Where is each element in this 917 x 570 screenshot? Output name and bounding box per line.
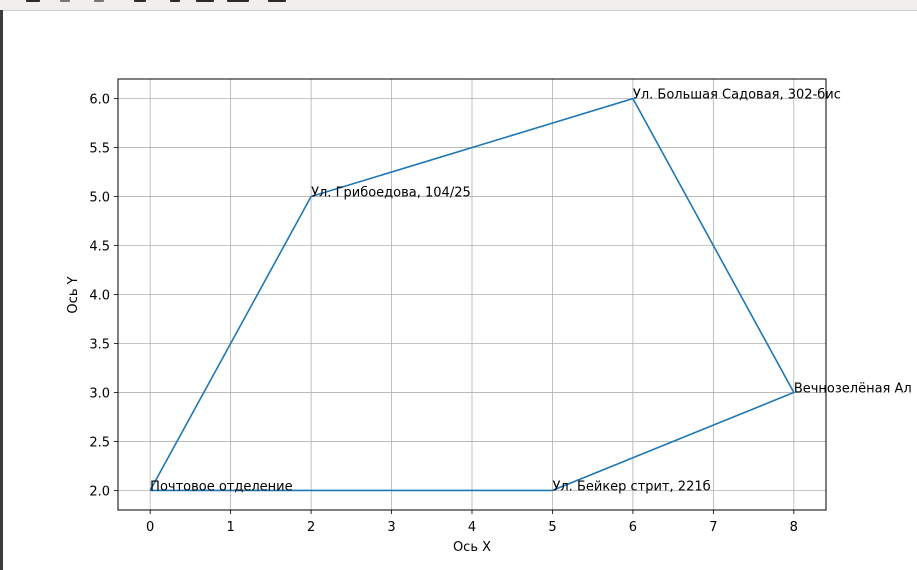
window-edge [0, 10, 3, 570]
x-tick-label: 3 [387, 520, 395, 535]
x-tick-label: 4 [468, 520, 476, 535]
home-icon[interactable] [26, 0, 40, 2]
x-tick-label: 1 [226, 520, 234, 535]
x-tick-label: 7 [709, 520, 717, 535]
grid [118, 79, 826, 510]
y-tick-label: 3.0 [89, 386, 110, 401]
x-tick-label: 2 [307, 520, 315, 535]
x-tick-label: 6 [629, 520, 637, 535]
point-label: Почтовое отделение [150, 479, 292, 494]
point-label: Вечнозелёная Ал [794, 381, 912, 396]
ticks: 0 1 2 3 4 5 6 7 8 2.0 2.5 3.0 3.5 4.0 4.5 5.0 5.5 6.0 [89, 93, 798, 535]
point-label: Ул. Большая Садовая, 302-бис [633, 88, 841, 103]
pan-icon[interactable] [134, 0, 146, 2]
y-tick-label: 2.5 [89, 435, 110, 450]
back-icon[interactable] [60, 0, 70, 2]
x-tick-label: 0 [146, 520, 154, 535]
y-tick-label: 5.5 [89, 142, 110, 157]
y-tick-label: 4.5 [89, 240, 110, 255]
y-tick-label: 3.5 [89, 337, 110, 352]
edit-axis-icon[interactable] [227, 0, 249, 2]
forward-icon[interactable] [94, 0, 104, 2]
y-tick-label: 2.0 [89, 484, 110, 499]
x-tick-label: 5 [548, 520, 556, 535]
save-icon[interactable] [268, 0, 286, 2]
point-label: Ул. Бейкер стрит, 221б [552, 479, 710, 494]
point-labels: Почтовое отделение Ул. Грибоедова, 104/25… [150, 88, 912, 495]
y-axis-label: Ось Y [66, 276, 81, 313]
y-tick-label: 5.0 [89, 191, 110, 206]
point-label: Ул. Грибоедова, 104/25 [311, 186, 471, 201]
route-line [149, 97, 795, 492]
x-axis-label: Ось X [453, 540, 491, 555]
y-tick-label: 6.0 [89, 93, 110, 108]
toolbar [0, 0, 917, 11]
x-tick-label: 8 [790, 520, 798, 535]
configure-subplots-icon[interactable] [196, 0, 214, 2]
zoom-icon[interactable] [170, 0, 180, 2]
y-tick-label: 4.0 [89, 289, 110, 304]
